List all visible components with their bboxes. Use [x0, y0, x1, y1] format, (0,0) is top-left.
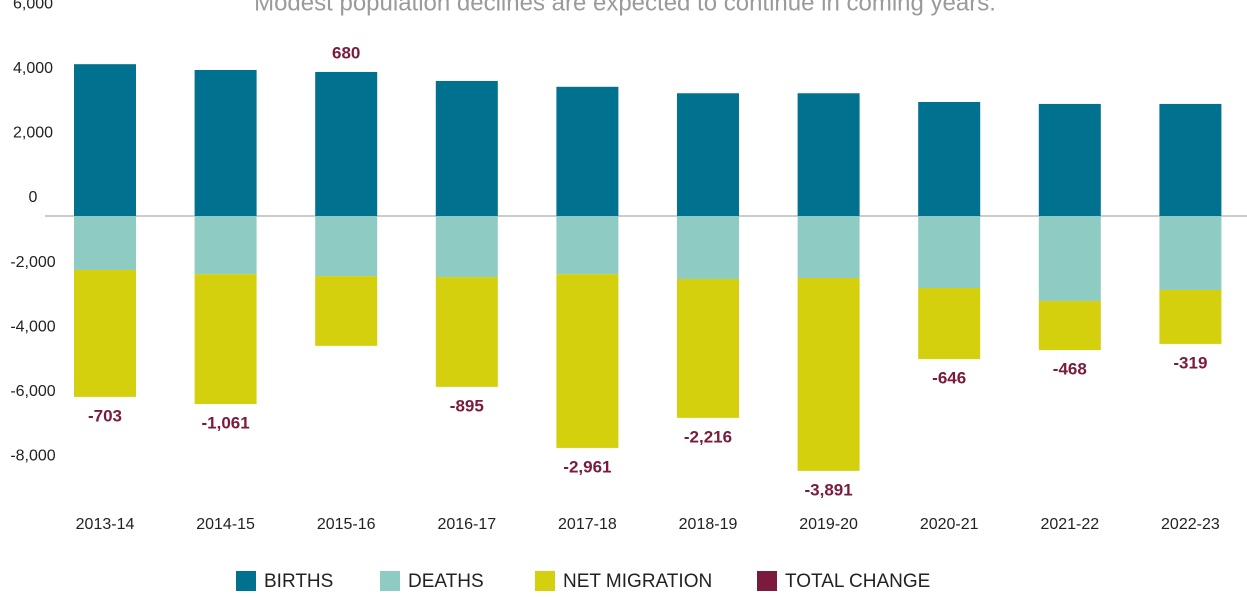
legend-label: DEATHS	[408, 571, 484, 592]
data-label: -2,216	[684, 427, 732, 446]
legend-swatch	[535, 571, 555, 591]
data-label: -468	[1053, 360, 1087, 379]
bar	[435, 216, 498, 278]
bar	[435, 80, 498, 217]
data-label: -3,891	[804, 480, 852, 499]
bar	[797, 93, 860, 216]
bar	[918, 288, 981, 360]
y-tick-label: -6,000	[10, 383, 55, 400]
bar	[556, 86, 619, 216]
x-tick-label: 2013-14	[76, 516, 135, 533]
y-tick-label: 0	[29, 189, 38, 206]
bar	[556, 274, 619, 448]
legend-label: TOTAL CHANGE	[785, 571, 930, 592]
bar	[1038, 300, 1101, 351]
x-tick-label: 2015-16	[317, 516, 376, 533]
legend-swatch	[757, 571, 777, 591]
bar	[194, 274, 257, 404]
x-tick-label: 2014-15	[196, 516, 255, 533]
data-label: -2,961	[563, 457, 611, 476]
bar	[677, 93, 739, 216]
bar	[677, 278, 739, 418]
bar	[74, 64, 136, 216]
legend-swatch	[236, 571, 256, 591]
x-tick-label: 2022-23	[1161, 516, 1220, 533]
bar	[1159, 103, 1222, 216]
data-label: -646	[932, 369, 966, 388]
bar	[315, 216, 378, 277]
bar	[918, 216, 981, 289]
y-tick-label: -4,000	[10, 318, 55, 335]
x-tick-label: 2018-19	[679, 516, 738, 533]
data-label: -1,061	[201, 413, 249, 432]
x-tick-label: 2020-21	[920, 516, 979, 533]
bar	[556, 216, 619, 275]
x-tick-label: 2019-20	[799, 516, 858, 533]
bar	[1038, 216, 1101, 301]
data-label: 680	[332, 43, 360, 62]
x-tick-label: 2016-17	[437, 516, 496, 533]
y-tick-label: -8,000	[10, 448, 55, 465]
bar	[194, 70, 257, 216]
y-tick-label: 6,000	[13, 0, 53, 12]
legend-swatch	[380, 571, 400, 591]
data-label: -703	[88, 406, 122, 425]
y-tick-label: 2,000	[13, 125, 53, 142]
bar	[918, 101, 981, 216]
bar	[315, 276, 378, 346]
bar	[74, 269, 136, 397]
legend-label: NET MIGRATION	[563, 571, 712, 592]
x-tick-label: 2021-22	[1040, 516, 1099, 533]
bar	[1038, 103, 1101, 216]
data-label: -319	[1173, 353, 1207, 372]
x-tick-label: 2017-18	[558, 516, 617, 533]
bar	[797, 278, 860, 471]
y-tick-label: -2,000	[10, 254, 55, 271]
bar	[315, 71, 378, 216]
data-label: -895	[450, 396, 484, 415]
y-tick-label: 4,000	[13, 60, 53, 77]
bar	[797, 216, 860, 279]
legend-label: BIRTHS	[264, 571, 333, 592]
bar	[677, 216, 739, 279]
bar	[1159, 216, 1222, 290]
bar	[1159, 289, 1222, 344]
bar	[74, 216, 136, 270]
chart-title: Modest population declines are expected …	[254, 0, 996, 16]
bar	[194, 216, 257, 275]
bar	[435, 277, 498, 387]
